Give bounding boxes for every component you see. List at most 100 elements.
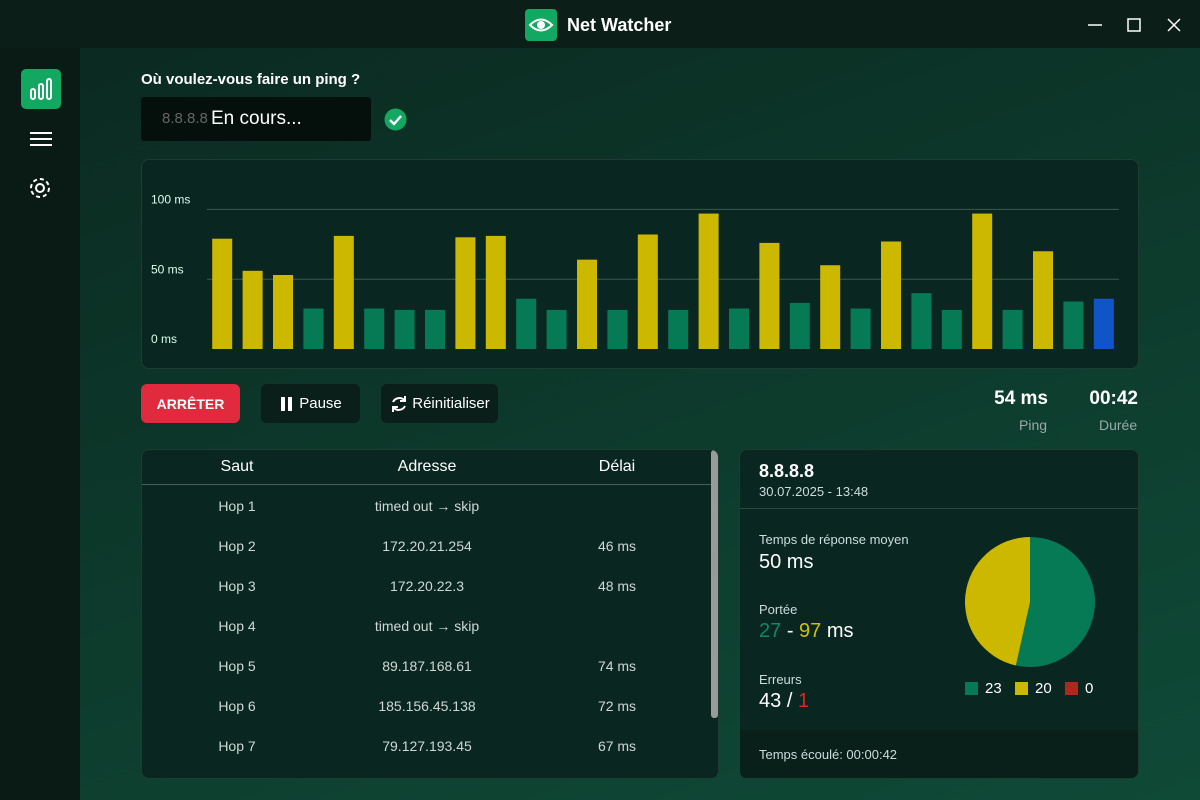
bar — [485, 235, 506, 349]
errors-total: 43 — [759, 690, 782, 712]
bar — [1093, 298, 1114, 349]
cell-delay: 46 ms — [597, 538, 637, 554]
bar — [273, 275, 293, 349]
ping-label: Ping — [1019, 417, 1048, 433]
bar — [850, 308, 871, 349]
cell-hop: Hop 4 — [218, 618, 256, 634]
errors-value: 43 / 1 — [759, 690, 809, 713]
y-tick-label: 100 ms — [151, 193, 190, 207]
bar — [729, 308, 749, 349]
pie-chart: 23 20 0 — [965, 537, 1095, 697]
range-sep: - — [786, 620, 794, 642]
cell-delay: 72 ms — [597, 698, 637, 714]
bar — [333, 235, 354, 349]
host: 8.8.8.8 — [759, 461, 815, 481]
reset-button[interactable]: Réinitialiser — [381, 384, 498, 423]
cell-address: 89.187.168.61 — [382, 658, 472, 674]
cell-address: timed out → skip — [374, 618, 480, 634]
bar — [455, 237, 476, 349]
range-label: Portée — [759, 602, 798, 617]
bar — [759, 242, 780, 349]
legend-value: 20 — [1035, 680, 1052, 697]
reset-icon — [392, 395, 407, 412]
legend-swatch — [1015, 682, 1028, 695]
pie-slice — [965, 537, 1030, 666]
bar — [546, 309, 567, 349]
errors-count: 1 — [797, 690, 810, 712]
scrollbar[interactable] — [711, 450, 718, 718]
cell-hop: Hop 7 — [218, 738, 256, 754]
avg-value: 50 ms — [759, 551, 814, 573]
range-max: 97 — [799, 620, 822, 642]
bar — [941, 309, 962, 349]
cell-address: 172.20.22.3 — [390, 578, 464, 594]
ping-chart: 0 ms 50 ms 100 ms — [151, 193, 1119, 349]
cell-address: 185.156.45.138 — [378, 698, 476, 714]
stop-button[interactable]: ARRÊTER — [141, 384, 240, 423]
cell-hop: Hop 3 — [218, 578, 256, 594]
cell-hop: Hop 1 — [218, 498, 256, 514]
cell-hop: Hop 6 — [218, 698, 256, 714]
status-check — [384, 108, 407, 131]
bar — [1033, 251, 1053, 349]
bar — [516, 298, 537, 349]
bar — [789, 302, 810, 349]
datetime: 30.07.2025 - 13:48 — [759, 484, 869, 499]
ping-input[interactable]: 8.8.8.8 En cours... — [141, 97, 371, 141]
cell-address: 79.127.193.45 — [382, 738, 472, 754]
errors-sep: / — [786, 690, 793, 712]
legend-value: 23 — [985, 680, 1002, 697]
bar — [577, 259, 597, 349]
status-overlay: En cours... — [211, 108, 302, 129]
errors-label: Erreurs — [759, 672, 802, 687]
bar — [212, 238, 233, 349]
bar — [607, 309, 628, 349]
sidebar — [0, 48, 80, 800]
bar — [394, 309, 415, 349]
bar — [820, 265, 841, 349]
bar — [637, 234, 658, 349]
cell-address: 172.20.21.254 — [382, 538, 472, 554]
bar — [1002, 309, 1023, 349]
cell-delay: 74 ms — [597, 658, 637, 674]
summary-panel: 8.8.8.8 30.07.2025 - 13:48 Temps de répo… — [739, 449, 1139, 779]
legend-value: 0 — [1085, 680, 1093, 697]
bar — [972, 213, 993, 349]
header-rule — [142, 484, 714, 485]
column-header: Saut — [220, 458, 254, 475]
pause-label: Pause — [299, 395, 342, 412]
title-bar: Net Watcher — [0, 0, 1200, 48]
column-header: Adresse — [397, 458, 457, 475]
pause-icon — [281, 396, 293, 411]
ping-value: 54 ms — [994, 388, 1048, 409]
nav-icons[interactable] — [21, 69, 61, 219]
cell-hop: Hop 2 — [218, 538, 256, 554]
summary-footer-bg — [740, 730, 1138, 778]
bar — [425, 309, 445, 349]
input-value: 8.8.8.8 — [162, 110, 208, 127]
legend-swatch — [965, 682, 978, 695]
hops-table: Saut Adresse Délai Hop 1 timed out → skip Hop… — [141, 449, 719, 779]
bar — [911, 293, 932, 349]
cell-delay: 48 ms — [597, 578, 637, 594]
column-header: Délai — [598, 458, 636, 475]
bar — [242, 270, 263, 349]
summary-rule — [740, 508, 1138, 509]
pie-slice — [1015, 537, 1095, 667]
window-controls[interactable] — [1080, 14, 1190, 36]
y-tick-label: 0 ms — [151, 332, 177, 346]
range-value: 27 - 97 ms — [759, 620, 854, 643]
elapsed: Temps écoulé: 00:00:42 — [759, 747, 898, 762]
window-title: Net Watcher — [567, 15, 672, 35]
duration-value: 00:42 — [1089, 388, 1138, 409]
bar — [303, 308, 324, 349]
cell-address: timed out → skip — [374, 498, 480, 514]
pause-button[interactable]: Pause — [261, 384, 360, 423]
ping-prompt: Où voulez-vous faire un ping ? — [141, 71, 361, 88]
avg-label: Temps de réponse moyen — [759, 532, 909, 547]
bar — [364, 308, 385, 349]
duration-label: Durée — [1099, 417, 1138, 433]
bar — [881, 241, 901, 349]
app-icon — [525, 9, 557, 41]
